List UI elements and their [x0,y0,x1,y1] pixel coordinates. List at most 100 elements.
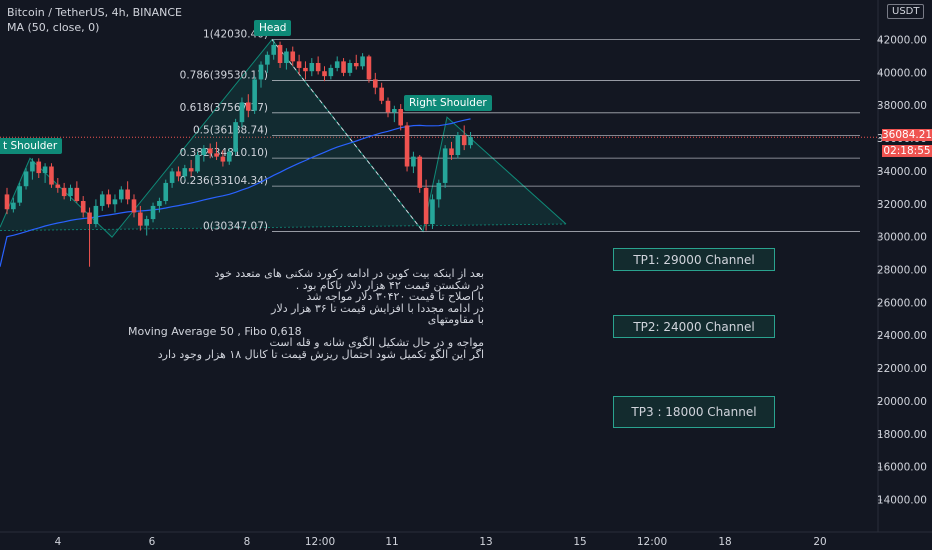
fib-level-label: 0.236(33104.34) [180,175,268,187]
candle-body [42,166,48,174]
candle-body [23,171,29,187]
candle-body [61,187,67,197]
price-tick-label: 18000.00 [877,429,927,441]
candle-body [49,166,54,185]
price-tick-label: 16000.00 [877,462,927,474]
price-tick-label: 28000.00 [877,265,927,277]
candle-body [436,182,442,200]
candle-body [163,182,169,201]
candle-body [214,153,219,157]
candle-body [322,71,327,77]
price-tick-label: 38000.00 [877,100,927,112]
candle-body [157,201,162,206]
candle-body [461,135,467,146]
candle-body [220,156,226,162]
candle-body [442,148,448,183]
candle-body [68,187,73,197]
candle-body [176,171,181,177]
price-tick-label: 40000.00 [877,67,927,79]
fib-level-label: 0.786(39530.17) [180,70,268,82]
candle-body [246,102,251,111]
candle-body [334,61,340,68]
candles [4,39,473,267]
candle-body [353,63,359,67]
candle-body [360,56,365,67]
price-tick-label: 26000.00 [877,297,927,309]
candle-body [30,161,35,172]
candle-body [17,186,22,203]
candle-body [106,194,111,205]
analysis-note: بعد از اینکه بیت کوین در ادامه رکورد شکن… [128,268,484,360]
grid [0,0,932,533]
candle-body [303,67,308,72]
time-tick-label: 12:00 [305,536,335,548]
tp2-box: TP2: 24000 Channel [613,315,775,338]
candle-body [404,125,410,167]
candle-body [366,56,372,80]
time-tick-label: 6 [149,536,156,548]
time-tick-label: 12:00 [637,536,667,548]
time-tick-label: 8 [244,536,251,548]
candle-body [93,205,99,224]
candle-body [233,122,238,152]
candle-body [417,156,423,188]
price-tick-label: 34000.00 [877,166,927,178]
left-shoulder-label: t Shoulder [0,138,63,154]
candle-body [80,201,86,213]
candle-body [455,135,461,155]
currency-selector[interactable]: USDT [887,4,925,19]
note-line: Moving Average 50 , Fibo 0,618 [128,324,302,338]
candle-body [138,212,143,226]
candle-body [239,102,245,123]
price-tick-label: 30000.00 [877,232,927,244]
candle-body [4,194,10,210]
price-tick-label: 42000.00 [877,35,927,47]
candle-body [207,148,213,154]
time-axis: 4 6 8 12:00 11 13 15 12:00 18 20 [55,536,827,548]
candle-body [379,87,384,101]
candle-body [328,67,334,77]
candle-body [112,199,118,205]
note-line: با مقاومتهای [427,313,484,326]
price-tick-label: 20000.00 [877,396,927,408]
candle-body [169,171,175,183]
candle-body [226,151,232,162]
price-tick-label: 32000.00 [877,199,927,211]
candle-body [188,168,194,172]
candle-body [411,156,416,167]
time-tick-label: 15 [573,536,586,548]
fib-level-label: 0.618(37567.37) [180,102,268,114]
candle-body [182,168,188,177]
indicator-legend[interactable]: MA (50, close, 0) [7,21,100,34]
ma-line [0,118,471,267]
candle-body [315,63,321,72]
moving-average [0,118,471,267]
candle-body [430,199,435,224]
note-line: اگر این الگو تکمیل شود احتمال ریزش قیمت … [157,347,484,361]
candle-body [11,202,16,210]
candle-body [74,187,80,201]
note-line: بعد از اینکه بیت کوین در ادامه رکورد شکن… [214,267,484,280]
note-line: مواجه و در حال تشکیل الگوی شانه و قله اس… [269,336,484,349]
last-price-tag: 36084.21 [882,129,932,141]
time-tick-label: 18 [718,536,731,548]
candle-body [119,189,124,200]
time-tick-label: 4 [55,536,62,548]
note-line: در ادامه مجددا با افزایش قیمت تا ۳۶ هزار… [271,301,484,315]
head-label: Head [254,20,292,36]
time-tick-label: 20 [813,536,826,548]
candle-body [385,100,391,113]
candle-body [144,219,149,226]
candle-body [252,79,257,111]
fib-level-label: 0.5(36188.74) [193,124,268,136]
time-tick-label: 11 [385,536,398,548]
candle-body [55,184,61,188]
candle-body [258,64,264,80]
note-line: در شکستن قیمت ۴۲ هزار دلار ناکام بود . [295,278,484,292]
candle-body [150,205,156,220]
symbol-title[interactable]: Bitcoin / TetherUS, 4h, BINANCE [7,6,183,19]
price-tick-label: 24000.00 [877,330,927,342]
price-axis: 42000.0040000.0038000.0036000.0034000.00… [877,35,927,507]
candle-body [341,61,346,73]
